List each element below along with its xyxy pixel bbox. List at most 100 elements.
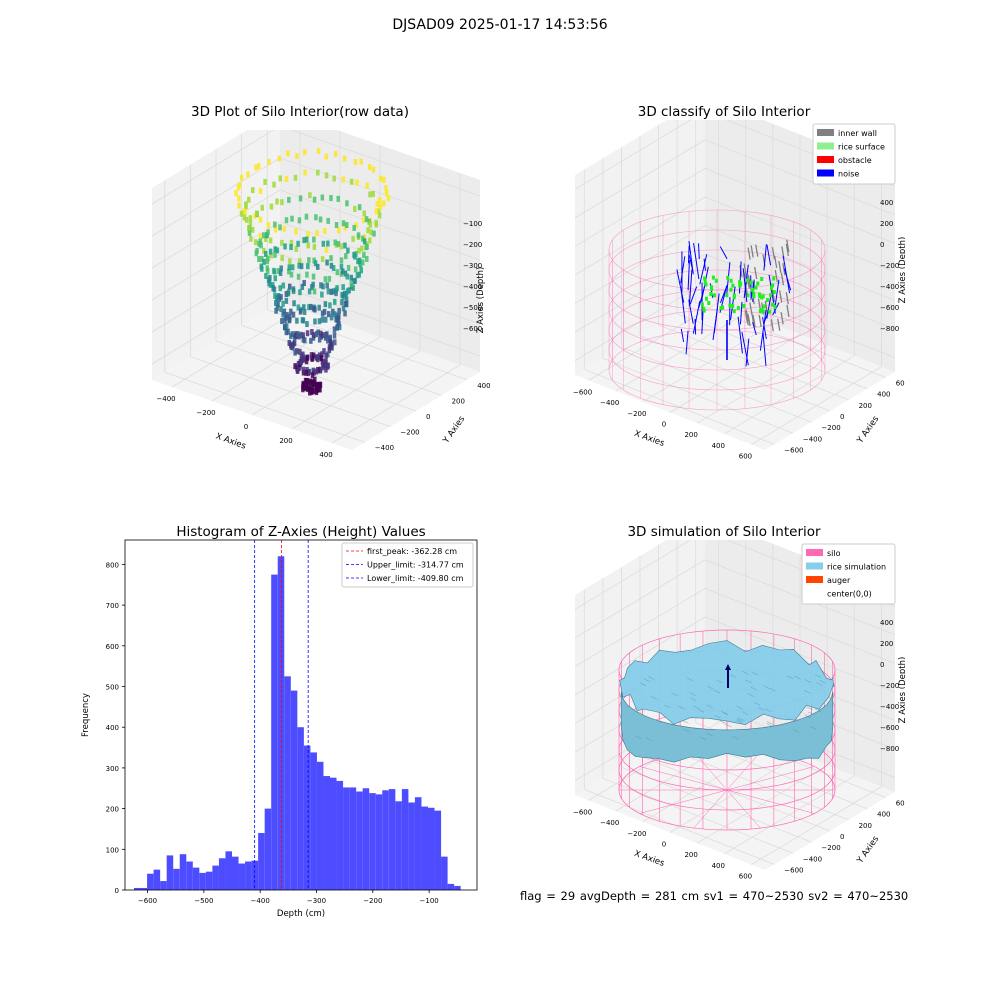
rice-surface-point <box>725 293 729 298</box>
data-point <box>302 237 306 244</box>
data-point <box>310 355 314 362</box>
plot-frame <box>124 539 478 891</box>
histogram-bar <box>375 794 383 890</box>
x-tick-label: 600 <box>739 873 752 881</box>
z-tick-label: −600 <box>880 304 899 312</box>
data-point <box>268 281 273 288</box>
histogram-bar <box>401 789 409 890</box>
data-point <box>339 243 344 250</box>
data-point <box>286 290 291 297</box>
data-point <box>361 259 365 266</box>
z-tick-label: −400 <box>880 703 899 711</box>
data-point <box>315 230 319 237</box>
data-point <box>357 257 362 264</box>
rice-surface-point <box>752 294 756 299</box>
data-point <box>279 294 283 301</box>
data-point <box>328 302 332 309</box>
data-point <box>325 363 330 370</box>
data-point <box>332 326 337 333</box>
noise-point <box>676 269 685 303</box>
data-point <box>251 187 255 194</box>
data-point <box>264 236 268 243</box>
rice-mesh <box>678 705 685 710</box>
rice-surface-point <box>709 292 713 297</box>
x-tick-label: 200 <box>684 431 697 439</box>
data-point <box>268 274 272 281</box>
data-point <box>312 196 317 203</box>
data-point <box>283 317 287 324</box>
data-point <box>276 301 280 308</box>
data-point <box>309 303 313 310</box>
rice-mesh <box>766 723 773 727</box>
data-point <box>285 312 289 319</box>
inner-wall-point <box>785 292 789 305</box>
histogram-bar <box>186 861 193 890</box>
noise-point <box>745 338 750 367</box>
data-point <box>291 286 296 293</box>
rice-mesh <box>643 678 650 682</box>
noise-point <box>693 243 700 280</box>
grid-line <box>279 221 481 293</box>
grid-line <box>704 253 896 330</box>
legend-frame <box>341 542 474 588</box>
data-point <box>295 331 300 338</box>
data-point <box>239 210 244 217</box>
data-point <box>268 237 273 244</box>
data-point <box>273 292 277 299</box>
rice-mesh <box>683 729 690 733</box>
data-point <box>279 265 283 272</box>
inner-wall-point <box>778 260 782 274</box>
data-point <box>258 187 263 194</box>
legend-swatch <box>806 549 823 556</box>
rice-mesh <box>766 721 773 725</box>
y-axis-label: Frequency <box>81 693 91 737</box>
rice-mesh <box>689 697 697 701</box>
data-point <box>262 247 266 254</box>
rice-surface-point <box>711 275 715 280</box>
data-point <box>309 352 314 359</box>
data-point <box>342 155 347 162</box>
histogram-bar <box>434 810 442 890</box>
data-point <box>323 301 328 308</box>
data-point <box>375 200 380 207</box>
histogram-bar <box>428 807 435 890</box>
noise-point <box>688 299 694 324</box>
rice-mesh <box>722 712 729 716</box>
data-point <box>382 176 386 183</box>
data-point <box>293 363 297 370</box>
grid-line <box>584 789 775 865</box>
rice-surface-point <box>752 292 756 297</box>
data-point <box>318 386 322 393</box>
data-point <box>302 149 307 156</box>
rice-surface-point <box>772 290 776 295</box>
noise-point <box>782 255 791 294</box>
data-point <box>289 271 294 278</box>
z-tick-label: 400 <box>880 199 893 207</box>
data-point <box>341 220 346 227</box>
data-point <box>284 175 289 182</box>
y-tick-label: 500 <box>106 684 119 692</box>
data-point <box>361 235 365 242</box>
data-point <box>352 251 356 258</box>
noise-point <box>713 293 720 334</box>
data-point <box>273 221 277 228</box>
data-point <box>312 332 316 339</box>
noise-point <box>687 260 690 291</box>
data-point <box>374 221 379 228</box>
grid-line <box>621 346 812 423</box>
data-point <box>312 380 316 387</box>
y-tick-label: −200 <box>821 844 840 852</box>
depth-histogram: −600 −500 −400 −300 −200 −100 0 100 200 300 400 500… <box>81 539 478 919</box>
data-point <box>333 298 337 305</box>
data-point <box>367 164 372 171</box>
data-point <box>384 185 388 192</box>
histogram-bar <box>290 690 298 890</box>
noise-point <box>687 245 690 264</box>
data-point <box>273 251 277 258</box>
z-tick-label: −400 <box>880 283 899 291</box>
data-point <box>316 329 320 336</box>
noise-point <box>698 282 707 308</box>
data-point <box>261 232 266 239</box>
data-point <box>286 328 290 335</box>
z-tick-label: −200 <box>880 682 899 690</box>
